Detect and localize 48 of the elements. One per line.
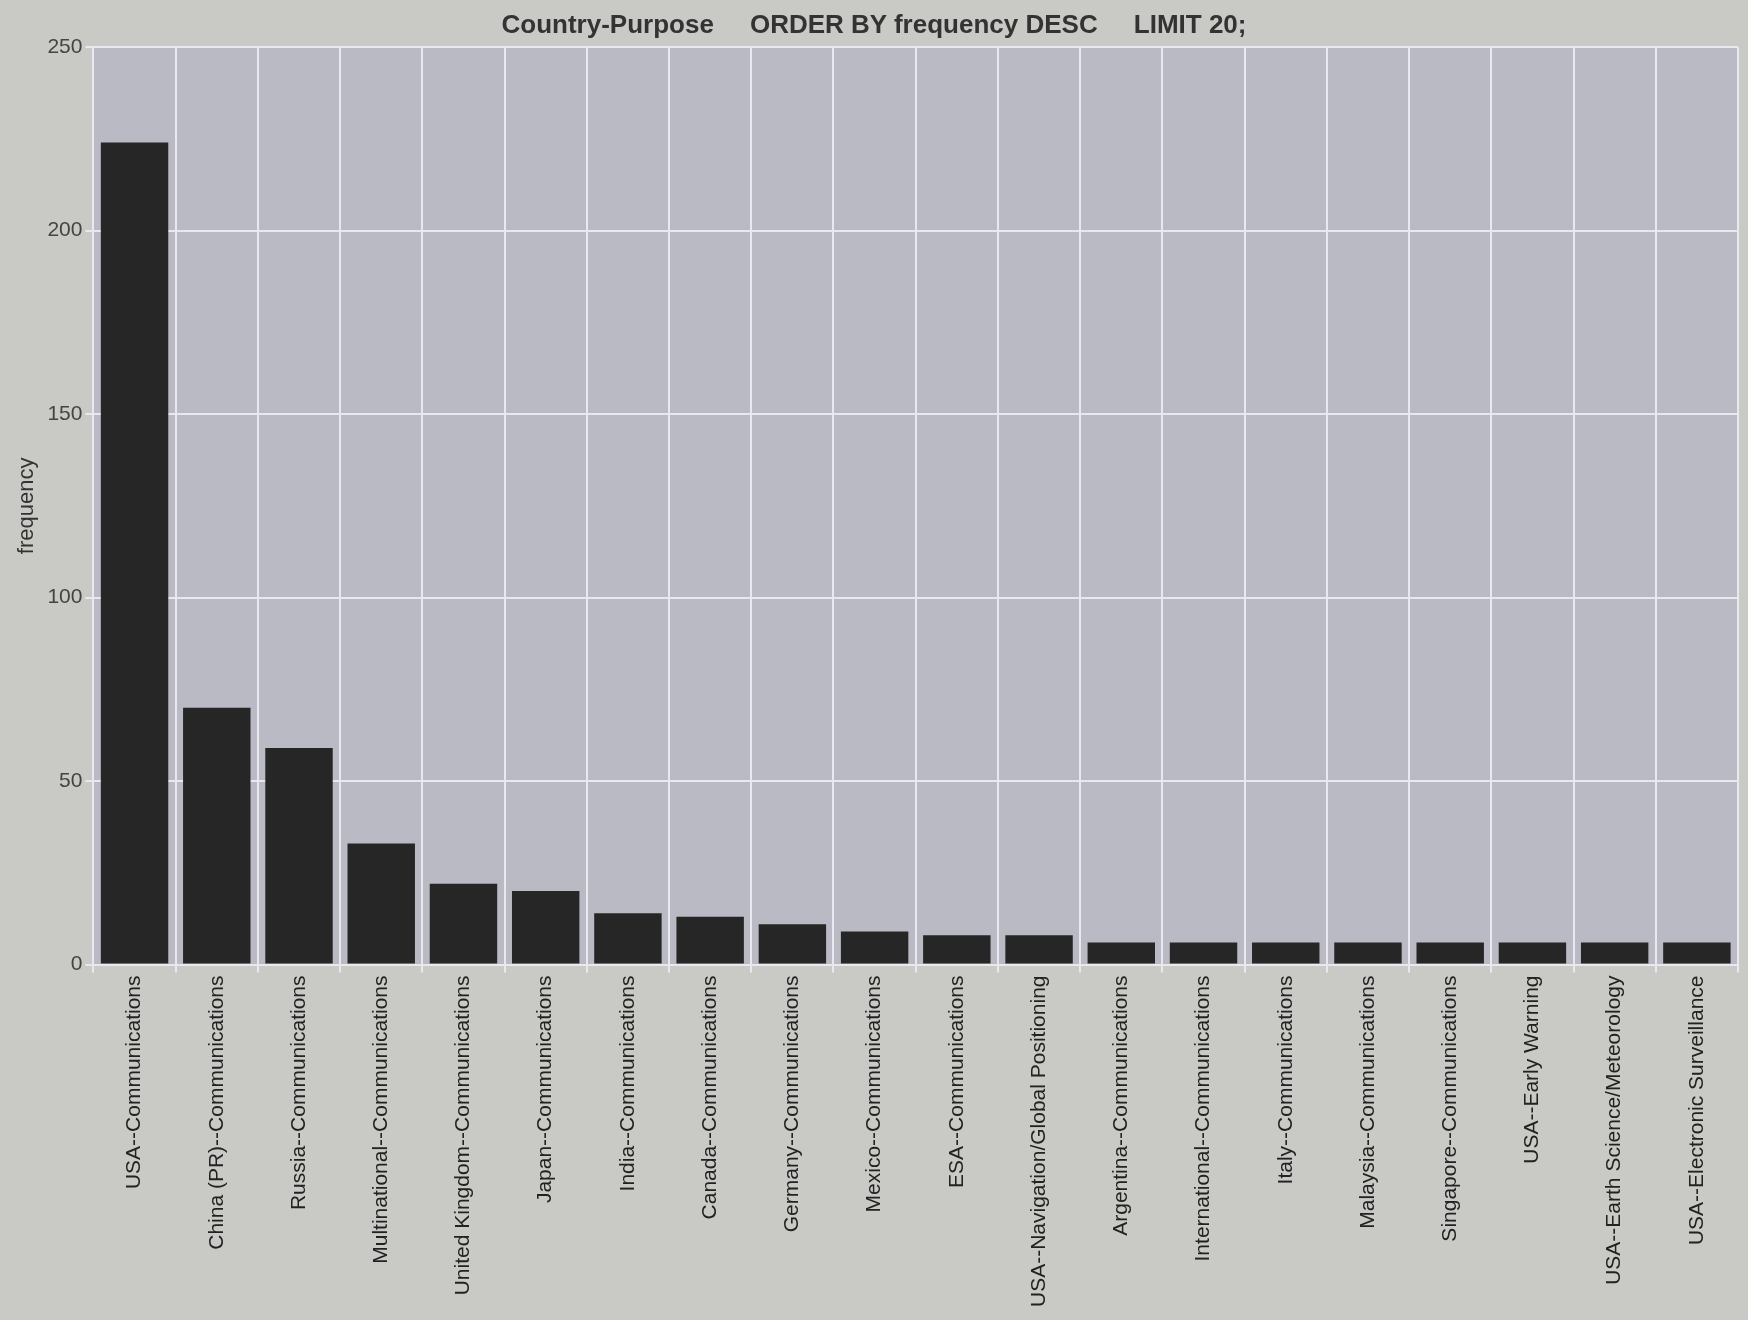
x-tick-label: Japan--Communications (532, 975, 556, 1204)
bar (1580, 942, 1649, 964)
x-tick-label: Russia--Communications (285, 975, 309, 1211)
x-tick-label: Multinational--Communications (368, 975, 392, 1264)
x-tick-label: International--Communications (1190, 975, 1214, 1262)
x-tick-label: India--Communications (614, 975, 638, 1192)
bar (1334, 942, 1402, 964)
x-tick-label: China (PR)--Communications (203, 975, 227, 1250)
x-tick-label: Italy--Communications (1272, 975, 1296, 1185)
bar (840, 931, 909, 964)
x-tick-label: Malaysia--Communications (1354, 975, 1378, 1229)
x-tick-label: Singapore--Communications (1437, 975, 1460, 1242)
y-tick-label: 100 (47, 584, 83, 608)
bar (1087, 942, 1155, 964)
x-tick-label: USA--Navigation/Global Positioning (1025, 975, 1049, 1307)
bar (1169, 942, 1238, 964)
x-tick-label: Mexico--Communications (861, 975, 885, 1213)
x-tick-label: Germany--Communications (779, 975, 803, 1233)
y-tick-label: 200 (47, 217, 83, 241)
y-tick-label: 50 (59, 767, 83, 791)
bar (594, 913, 662, 964)
x-tick-label: USA--Early Warning (1519, 975, 1543, 1164)
bar (511, 891, 580, 964)
y-tick-label: 0 (70, 951, 83, 975)
x-tick-label: USA--Earth Science/Meteorology (1601, 975, 1625, 1285)
bar (100, 142, 169, 964)
x-tick-label: USA--Communications (121, 975, 145, 1190)
bar (923, 935, 991, 964)
bar (1416, 942, 1484, 964)
bar (1252, 942, 1320, 964)
x-tick-label: United Kingdom--Communications (450, 975, 474, 1296)
x-tick-label: Argentina--Communications (1108, 975, 1132, 1236)
x-tick-label: ESA--Communications (943, 975, 967, 1188)
y-tick-label: 150 (47, 400, 83, 424)
x-tick-label: Canada--Communications (696, 975, 720, 1220)
y-axis-title: frequency (13, 457, 39, 555)
bar (758, 924, 827, 964)
chart-title: Country-Purpose ORDER BY frequency DESC LIMIT 20; (501, 8, 1247, 39)
y-tick-label: 250 (47, 34, 83, 57)
x-tick-label: USA--Electronic Surveillance (1683, 975, 1707, 1246)
bar (1005, 935, 1073, 964)
bar (1498, 942, 1567, 964)
bar (265, 748, 333, 964)
bar (676, 916, 744, 964)
bar (183, 707, 251, 964)
bar (347, 843, 415, 964)
bar (429, 883, 498, 964)
bar (1663, 942, 1731, 964)
